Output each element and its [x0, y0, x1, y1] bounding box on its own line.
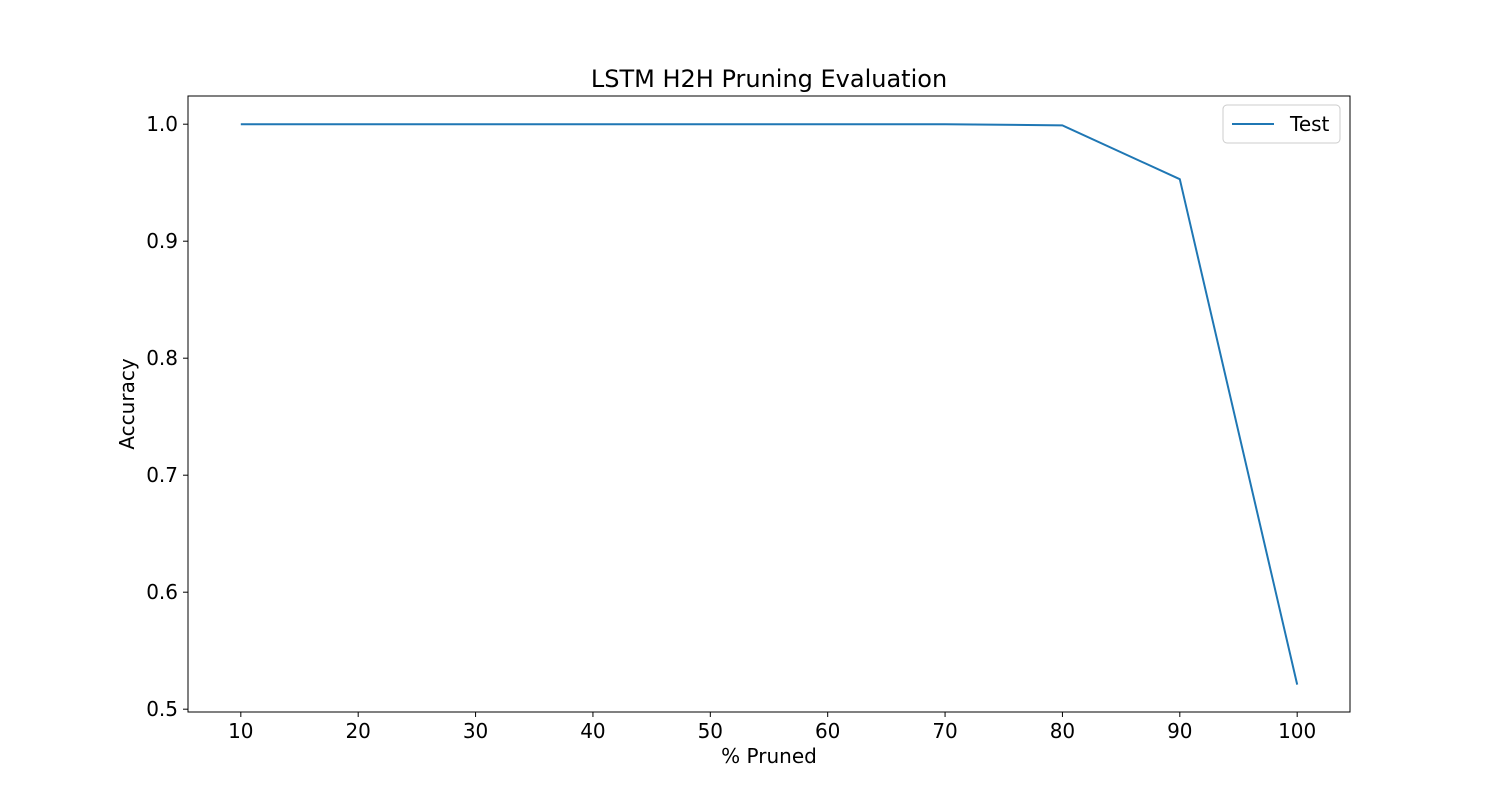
- legend-box: [1222, 104, 1341, 144]
- y-tick-label: 0.9: [146, 229, 178, 253]
- chart-title: LSTM H2H Pruning Evaluation: [591, 65, 947, 93]
- legend: Test: [1222, 104, 1341, 144]
- x-tick-label: 20: [345, 719, 370, 743]
- x-axis-ticks: 10 20 30 40 50 60 70 80 90 100: [228, 712, 1316, 743]
- y-tick-label: 0.6: [146, 580, 178, 604]
- x-tick-label: 50: [698, 719, 723, 743]
- y-tick-label: 1.0: [146, 112, 178, 136]
- y-tick-label: 0.8: [146, 346, 178, 370]
- y-tick-label: 0.5: [146, 697, 178, 721]
- y-axis-label: Accuracy: [115, 358, 139, 449]
- x-tick-label: 90: [1167, 719, 1192, 743]
- x-axis-label: % Pruned: [721, 744, 817, 768]
- plot-area: [187, 95, 1351, 713]
- legend-label-test: Test: [1289, 112, 1330, 136]
- x-tick-label: 70: [932, 719, 957, 743]
- series-line-test: [240, 123, 1299, 685]
- x-tick-label: 10: [228, 719, 253, 743]
- x-tick-label: 100: [1278, 719, 1316, 743]
- y-axis-ticks: 0.5 0.6 0.7 0.8 0.9 1.0: [146, 112, 188, 721]
- x-tick-label: 80: [1050, 719, 1075, 743]
- x-tick-label: 40: [580, 719, 605, 743]
- y-tick-label: 0.7: [146, 463, 178, 487]
- plot-frame: [187, 95, 1351, 713]
- x-tick-label: 60: [815, 719, 840, 743]
- series-layer: [240, 123, 1299, 685]
- x-tick-label: 30: [463, 719, 488, 743]
